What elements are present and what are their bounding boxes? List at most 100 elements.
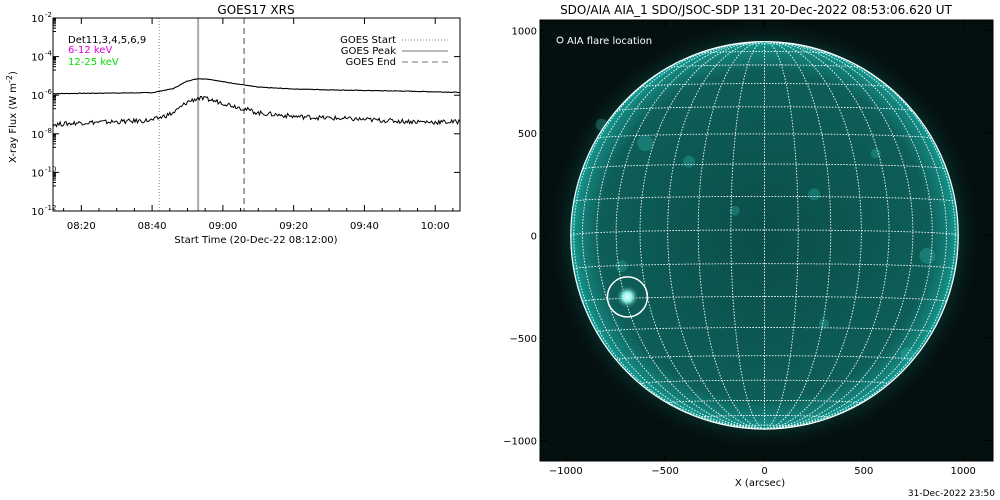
- aia-grid-line: [764, 41, 862, 430]
- goes-plot-frame: [52, 17, 461, 212]
- aia-legend-label: AIA flare location: [567, 36, 652, 47]
- aia-x-tick-label: 1000: [950, 466, 975, 477]
- aia-grid-line: [570, 235, 765, 430]
- goes-y-tick-label: 10: [31, 130, 44, 141]
- aia-grid-line: [697, 41, 765, 430]
- goes-x-tick-label: 09:40: [350, 221, 379, 232]
- goes-energy-label-low: 6-12 keV: [68, 45, 112, 56]
- aia-grid-line: [573, 44, 765, 430]
- aia-grid-line: [730, 424, 799, 427]
- aia-grid-line: [730, 41, 765, 430]
- goes-series-group: [52, 78, 461, 128]
- aia-grid-line: [596, 41, 765, 430]
- goes-energy-label-high: 12-25 keV: [68, 57, 119, 68]
- goes-x-tick-label: 09:20: [279, 221, 308, 232]
- aia-active-region: [870, 148, 881, 159]
- goes-y-tick-exponent: -8: [45, 127, 52, 135]
- aia-grid-line: [639, 83, 890, 88]
- goes-y-tick-exponent: -10: [45, 165, 56, 173]
- aia-grid-line: [582, 296, 947, 302]
- aia-x-axis-label: X (arcsec): [735, 478, 785, 489]
- aia-grid-line: [596, 327, 933, 333]
- aia-grid-line: [667, 41, 765, 430]
- aia-grid-line: [764, 41, 933, 430]
- aia-heliographic-grid: [570, 41, 959, 430]
- aia-grid-line: [582, 42, 765, 430]
- aia-y-ticks: 1000 500 0 −500 −1000: [503, 26, 993, 447]
- aia-grid-line: [639, 41, 765, 430]
- goes-y-tick-exponent: -6: [45, 88, 53, 96]
- aia-active-region: [637, 135, 654, 152]
- aia-active-region: [615, 260, 628, 273]
- aia-image-frame: [539, 19, 994, 462]
- aia-y-tick-label: −1000: [503, 436, 537, 447]
- aia-y-tick-label: 1000: [512, 26, 537, 37]
- aia-active-region: [808, 188, 821, 201]
- goes-legend: GOES Start GOES Peak GOES End: [340, 35, 448, 68]
- goes-x-tick-label: 10:00: [421, 221, 450, 232]
- goes-x-ticks: 08:20 08:40 09:00 09:20 09:40 10:00: [63, 18, 454, 232]
- aia-image-area: [540, 20, 993, 461]
- aia-grid-line: [573, 195, 956, 203]
- goes-y-tick-exponent: -2: [45, 11, 52, 19]
- aia-limb-outline: [570, 41, 959, 430]
- aia-grid-line: [697, 415, 832, 418]
- aia-grid-line: [731, 43, 798, 45]
- aia-grid-line: [764, 41, 914, 430]
- goes-chart-title: GOES17 XRS: [217, 3, 294, 17]
- goes-x-tick-label: 08:20: [67, 221, 96, 232]
- aia-flare-circle: [606, 276, 649, 318]
- legend-goes-end-label: GOES End: [346, 57, 396, 68]
- aia-grid-line: [764, 41, 799, 430]
- aia-x-tick-label: −500: [651, 466, 678, 477]
- goes-series-line: [52, 96, 461, 128]
- aia-active-region: [729, 205, 740, 216]
- aia-y-tick-label: 500: [518, 129, 537, 140]
- aia-grid-line: [764, 44, 956, 430]
- goes-x-axis-label: Start Time (20-Dec-22 08:12:00): [174, 235, 337, 246]
- aia-grid-line: [639, 379, 890, 385]
- aia-grid-line: [582, 163, 947, 170]
- aia-grid-line: [764, 42, 947, 430]
- aia-x-tick-label: 0: [761, 466, 767, 477]
- aia-grid-line: [615, 106, 914, 112]
- goes-y-tick-label: 10: [31, 168, 44, 179]
- goes-y-tick-label: 10: [31, 53, 44, 64]
- aia-grid-line: [596, 133, 933, 139]
- legend-goes-peak-label: GOES Peak: [341, 46, 396, 57]
- aia-grid-line: [764, 235, 959, 430]
- goes-instrument-label: Det11,3,4,5,6,9: [68, 35, 146, 46]
- aia-active-region: [919, 247, 936, 264]
- aia-active-region: [900, 347, 915, 362]
- aia-grid-line: [667, 399, 862, 404]
- aia-x-ticks: −1000 −500 0 500 1000: [545, 20, 984, 477]
- aia-grid-line: [615, 355, 914, 361]
- goes-y-tick-exponent: -12: [45, 204, 56, 212]
- goes-y-tick-label: 10: [31, 14, 44, 25]
- aia-background: [540, 20, 993, 461]
- aia-flare-brightening: [615, 284, 640, 309]
- goes-y-tick-exponent: -4: [45, 50, 53, 58]
- goes-event-markers: [158, 18, 245, 211]
- aia-active-region: [595, 118, 608, 131]
- aia-grid-line: [615, 41, 765, 430]
- aia-image-title: SDO/AIA AIA_1 SDO/JSOC-SDP 131 20-Dec-20…: [560, 3, 953, 17]
- aia-corona-glow: [547, 20, 982, 453]
- goes-y-tick-label: 10: [31, 207, 44, 218]
- aia-active-region: [819, 318, 830, 329]
- goes-x-tick-label: 08:40: [138, 221, 167, 232]
- goes-xrs-chart: GOES17 XRS X-ray Flux (W m-2) 10-210-410…: [5, 3, 461, 246]
- aia-x-tick-label: 500: [854, 466, 873, 477]
- goes-series-line: [52, 78, 461, 95]
- aia-grid-line: [570, 229, 959, 236]
- aia-legend-marker: [556, 36, 564, 44]
- aia-x-tick-label: −1000: [549, 466, 583, 477]
- aia-solar-disk: [570, 41, 959, 430]
- aia-grid-line: [764, 41, 832, 430]
- legend-goes-start-label: GOES Start: [340, 35, 396, 46]
- footer-timestamp: 31-Dec-2022 23:50: [908, 489, 995, 499]
- aia-grid-line: [698, 51, 831, 54]
- aia-y-tick-label: 0: [531, 231, 537, 242]
- aia-active-region: [683, 155, 695, 168]
